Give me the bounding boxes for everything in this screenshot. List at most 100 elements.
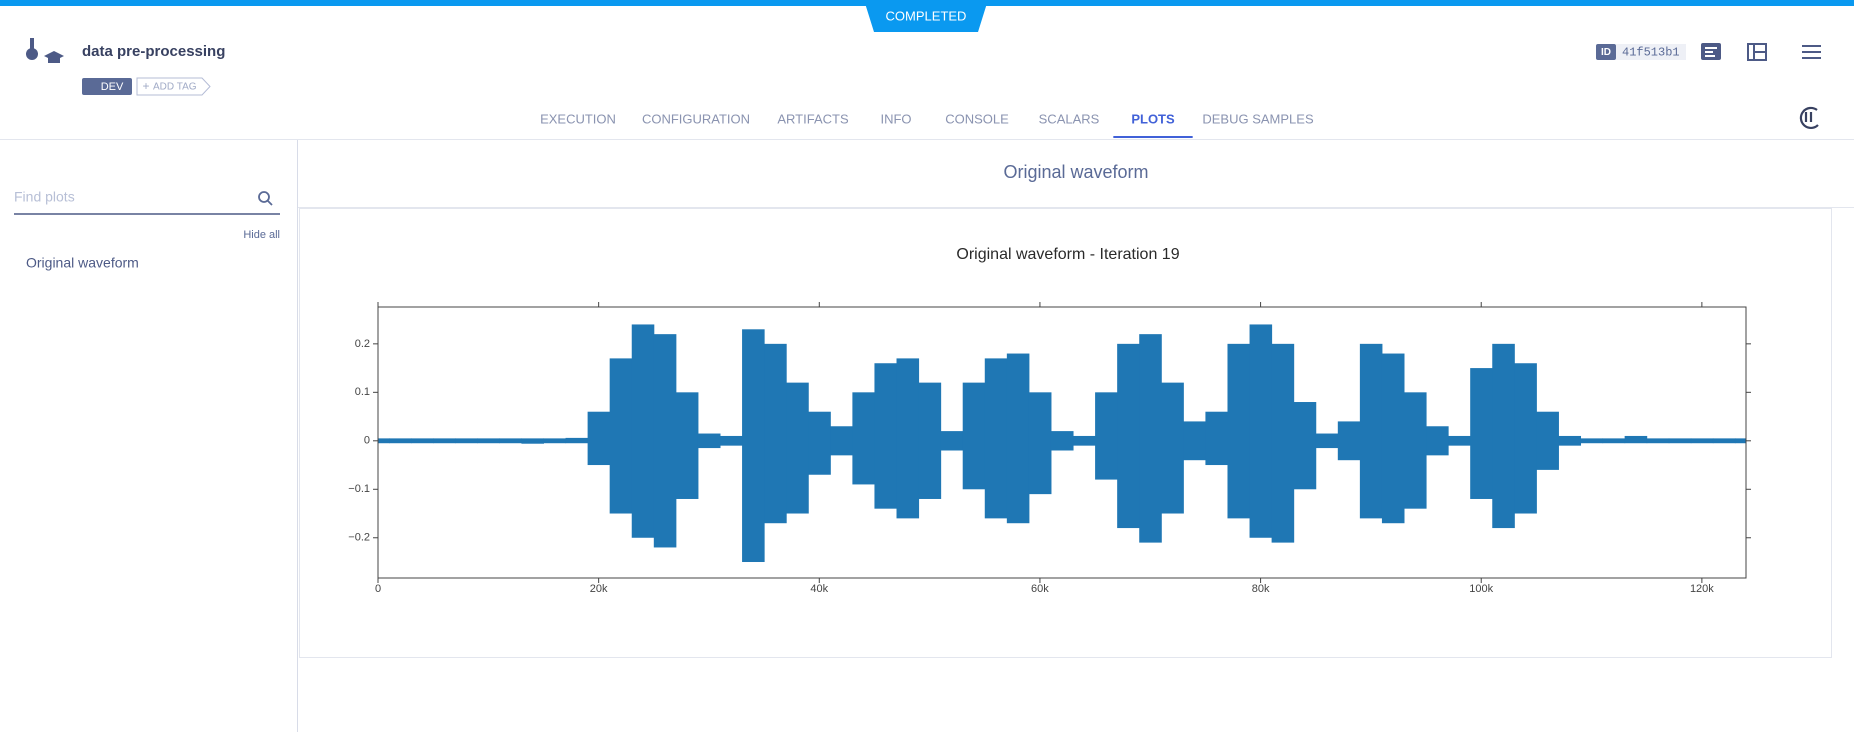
waveform-band [1050, 431, 1074, 451]
tag[interactable] [82, 78, 132, 95]
waveform-band [1668, 438, 1692, 444]
waveform-band [742, 329, 765, 563]
waveform-band [1205, 411, 1228, 466]
waveform-band [1624, 435, 1648, 444]
waveform-band [1381, 353, 1405, 524]
x-tick-label: 40k [810, 583, 828, 595]
waveform-band [455, 438, 478, 444]
tab[interactable]: CONSOLE [945, 111, 1009, 126]
waveform-band [1139, 334, 1162, 543]
waveform-band [1558, 435, 1582, 446]
waveform-band [1426, 426, 1449, 456]
waveform-band [1271, 343, 1295, 543]
waveform-band [1359, 343, 1383, 519]
tab[interactable]: PLOTS [1131, 111, 1175, 126]
waveform-band [609, 358, 633, 514]
waveform-band [1514, 363, 1537, 514]
chart-title: Original waveform - Iteration 19 [956, 246, 1179, 263]
waveform-band [918, 382, 942, 499]
waveform-band [1646, 438, 1670, 444]
waveform-band [1028, 392, 1052, 495]
waveform-band [764, 343, 787, 524]
waveform-band [1536, 411, 1559, 470]
status-badge [864, 0, 988, 32]
menu-icon[interactable] [1802, 45, 1821, 59]
waveform-band [720, 435, 743, 446]
waveform-band [697, 433, 721, 449]
id-box[interactable] [1616, 44, 1686, 60]
waveform-band [1712, 438, 1736, 444]
waveform-band [1183, 421, 1206, 461]
tab[interactable]: ARTIFACTS [777, 111, 849, 126]
waveform-band [433, 438, 456, 444]
add-tag[interactable] [136, 77, 211, 96]
id-badge [1596, 44, 1616, 60]
waveform-band [1073, 435, 1096, 446]
waveform-band [1580, 438, 1604, 444]
waveform-band [389, 438, 412, 444]
waveform-band [411, 438, 434, 444]
tabs: EXECUTION CONFIGURATION ARTIFACTS INFO CONSO… [540, 111, 1314, 138]
task-id: 41f513b1 [1622, 46, 1680, 60]
waveform-band [1249, 324, 1273, 538]
tab[interactable]: SCALARS [1039, 111, 1100, 126]
waveform-band [521, 438, 544, 444]
waveform-band [653, 334, 677, 548]
y-tick-label: 0 [364, 435, 370, 447]
tab[interactable]: INFO [880, 111, 911, 126]
x-tick-label: 20k [590, 583, 608, 595]
tab[interactable]: DEBUG SAMPLES [1202, 111, 1314, 126]
waveform-band [1492, 343, 1515, 529]
plus-icon: + [142, 79, 149, 93]
tag-text: DEV [101, 81, 124, 93]
waveform-band [940, 431, 964, 451]
panel-title: Original waveform [1003, 162, 1148, 182]
waveform-band [587, 411, 611, 466]
waveform-band [1734, 438, 1746, 444]
waveform-band [1337, 421, 1361, 461]
y-tick-label: 0.2 [355, 338, 370, 350]
waveform-band [962, 382, 986, 490]
x-tick-label: 0 [375, 583, 381, 595]
add-tag-text: ADD TAG [153, 82, 197, 93]
waveform-band [874, 363, 898, 509]
waveform-band [1404, 392, 1427, 509]
plot-frame [377, 306, 1747, 579]
x-tick-label: 80k [1252, 583, 1270, 595]
status-text: COMPLETED [886, 8, 967, 23]
waveform-band [1315, 433, 1339, 449]
tab[interactable]: EXECUTION [540, 111, 616, 126]
waveform-band [1161, 382, 1184, 514]
layout-icon[interactable] [1747, 43, 1767, 61]
waveform-band [1448, 435, 1471, 446]
waveform-band [1095, 392, 1118, 480]
refresh-icon[interactable] [1799, 106, 1819, 130]
hide-all[interactable]: Hide all [243, 229, 280, 241]
waveform-band [786, 382, 809, 514]
search-icon[interactable] [258, 191, 273, 206]
waveform-band [675, 392, 699, 499]
waveform-band [1690, 438, 1714, 444]
tab-underline [1113, 136, 1193, 138]
waveform-band [631, 324, 655, 538]
x-tick-label: 100k [1469, 583, 1493, 595]
waveform-band [984, 358, 1008, 519]
waveform-band [477, 438, 500, 444]
chart: Original waveform - Iteration 19 0 20k 40k 6… [348, 246, 1751, 595]
y-tick-label: 0.1 [355, 386, 370, 398]
logo [26, 38, 64, 63]
waveform-band [1470, 368, 1493, 499]
waveform-band [896, 358, 920, 519]
search-placeholder[interactable]: Find plots [14, 189, 75, 205]
waveform-band [1006, 353, 1030, 524]
waveform-band [1227, 343, 1251, 519]
x-tick-label: 60k [1031, 583, 1049, 595]
waveform-band [830, 426, 853, 456]
plot-list-item[interactable]: Original waveform [26, 255, 139, 271]
info-icon[interactable] [1701, 43, 1721, 60]
tab[interactable]: CONFIGURATION [642, 111, 750, 126]
waveform-band [1117, 343, 1140, 529]
waveform-band [852, 392, 875, 485]
waveform-band [543, 438, 567, 444]
